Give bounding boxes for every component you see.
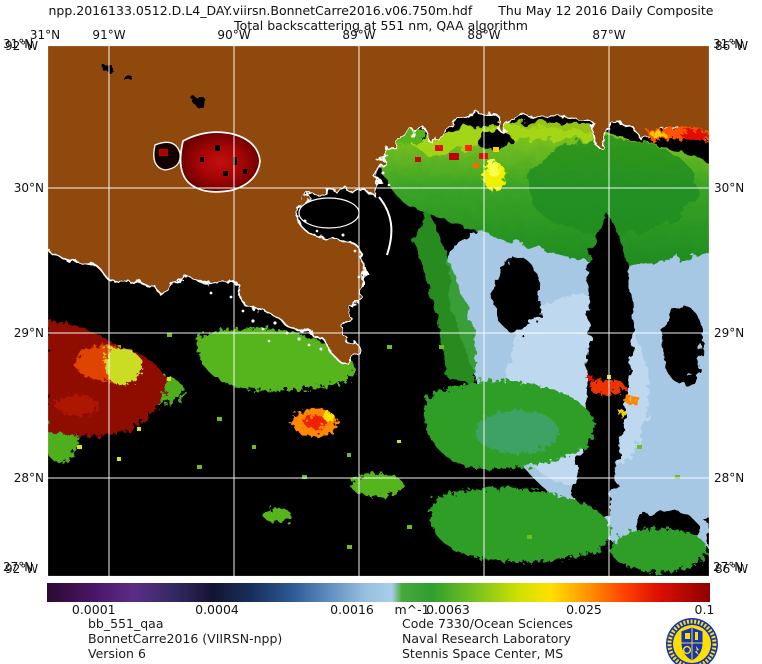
corner-label-bottom-left: 92°W 27°N (3, 560, 39, 576)
corner-label-top-left: 92°W 31°N (3, 37, 39, 53)
top-axis-label-31n: 31°N (29, 28, 61, 42)
alabama-coast-red-streak (647, 127, 710, 141)
footer-org-info: Code 7330/Ocean Sciences Naval Research … (402, 616, 573, 661)
nrl-seal-logo (665, 617, 719, 664)
top-axis-label-89w: 89°W (342, 28, 376, 42)
satellite-map (47, 45, 710, 577)
colorbar-tick-0001: 0.0001 (71, 602, 116, 617)
marsh-speckle (209, 171, 391, 351)
scattered-green-patches (47, 126, 707, 572)
org-place-label: Stennis Space Center, MS (402, 646, 564, 661)
nrl-seal-graphic (666, 618, 718, 664)
chandeleur-islands (378, 196, 393, 256)
region-sensor-label: BonnetCarre2016 (VIIRSN-npp) (88, 631, 283, 646)
colorbar-units-label: m^-1 (394, 602, 430, 617)
colorbar-tick-01: 0.1 (694, 602, 715, 617)
corner-label-top-right: 86°W 31°N (713, 37, 749, 53)
green-backscatter-region (377, 122, 710, 387)
org-code-label: Code 7330/Ocean Sciences (402, 616, 573, 631)
top-axis-label-87w: 87°W (592, 28, 626, 42)
org-name-label: Naval Research Laboratory (402, 631, 571, 646)
title-row: npp.2016133.0512.D.L4_DAY.viirsn.BonnetC… (0, 3, 762, 18)
colorbar-tick-0004: 0.0004 (195, 602, 239, 617)
right-axis-label-30n: 30°N (714, 181, 745, 195)
mid-red-speckles (587, 375, 640, 416)
right-axis-label-29n: 29°N (714, 326, 745, 340)
lake-borgne (298, 197, 360, 229)
left-axis-label-28n: 28°N (13, 471, 44, 485)
subtitle: Total backscattering at 551 nm, QAA algo… (234, 18, 528, 33)
footer-product-info: bb_551_qaa BonnetCarre2016 (VIIRSN-npp) … (88, 616, 282, 661)
map-border (47, 45, 710, 577)
top-axis-label-90w: 90°W (217, 28, 251, 42)
land-region (47, 45, 710, 362)
west-red-plume (47, 320, 167, 436)
yellow-hotspot (483, 161, 505, 191)
orange-blob (292, 409, 338, 437)
graticule (47, 45, 710, 577)
corner-label-bottom-right: 86°W 27°N (713, 560, 749, 576)
left-axis-label-30n: 30°N (13, 181, 44, 195)
lake-pontchartrain (179, 131, 261, 193)
top-axis-label-91w: 91°W (92, 28, 126, 42)
colorbar-tick-0016: 0.0016 (330, 602, 374, 617)
lake-maurepas (153, 141, 181, 171)
right-axis-label-28n: 28°N (714, 471, 745, 485)
left-axis-label-29n: 29°N (13, 326, 44, 340)
colorbar (47, 583, 710, 602)
date-label: Thu May 12 2016 Daily Composite (498, 3, 714, 18)
filename-label: npp.2016133.0512.D.L4_DAY.viirsn.BonnetC… (48, 3, 473, 18)
version-label: Version 6 (88, 646, 146, 661)
variable-name-label: bb_551_qaa (88, 616, 164, 631)
backscatter-map-graphic (47, 45, 710, 577)
colorbar-tick-025: 0.025 (566, 602, 602, 617)
colorbar-tick-0063: 0.0063 (426, 602, 470, 617)
top-axis-label-88w: 88°W (467, 28, 501, 42)
